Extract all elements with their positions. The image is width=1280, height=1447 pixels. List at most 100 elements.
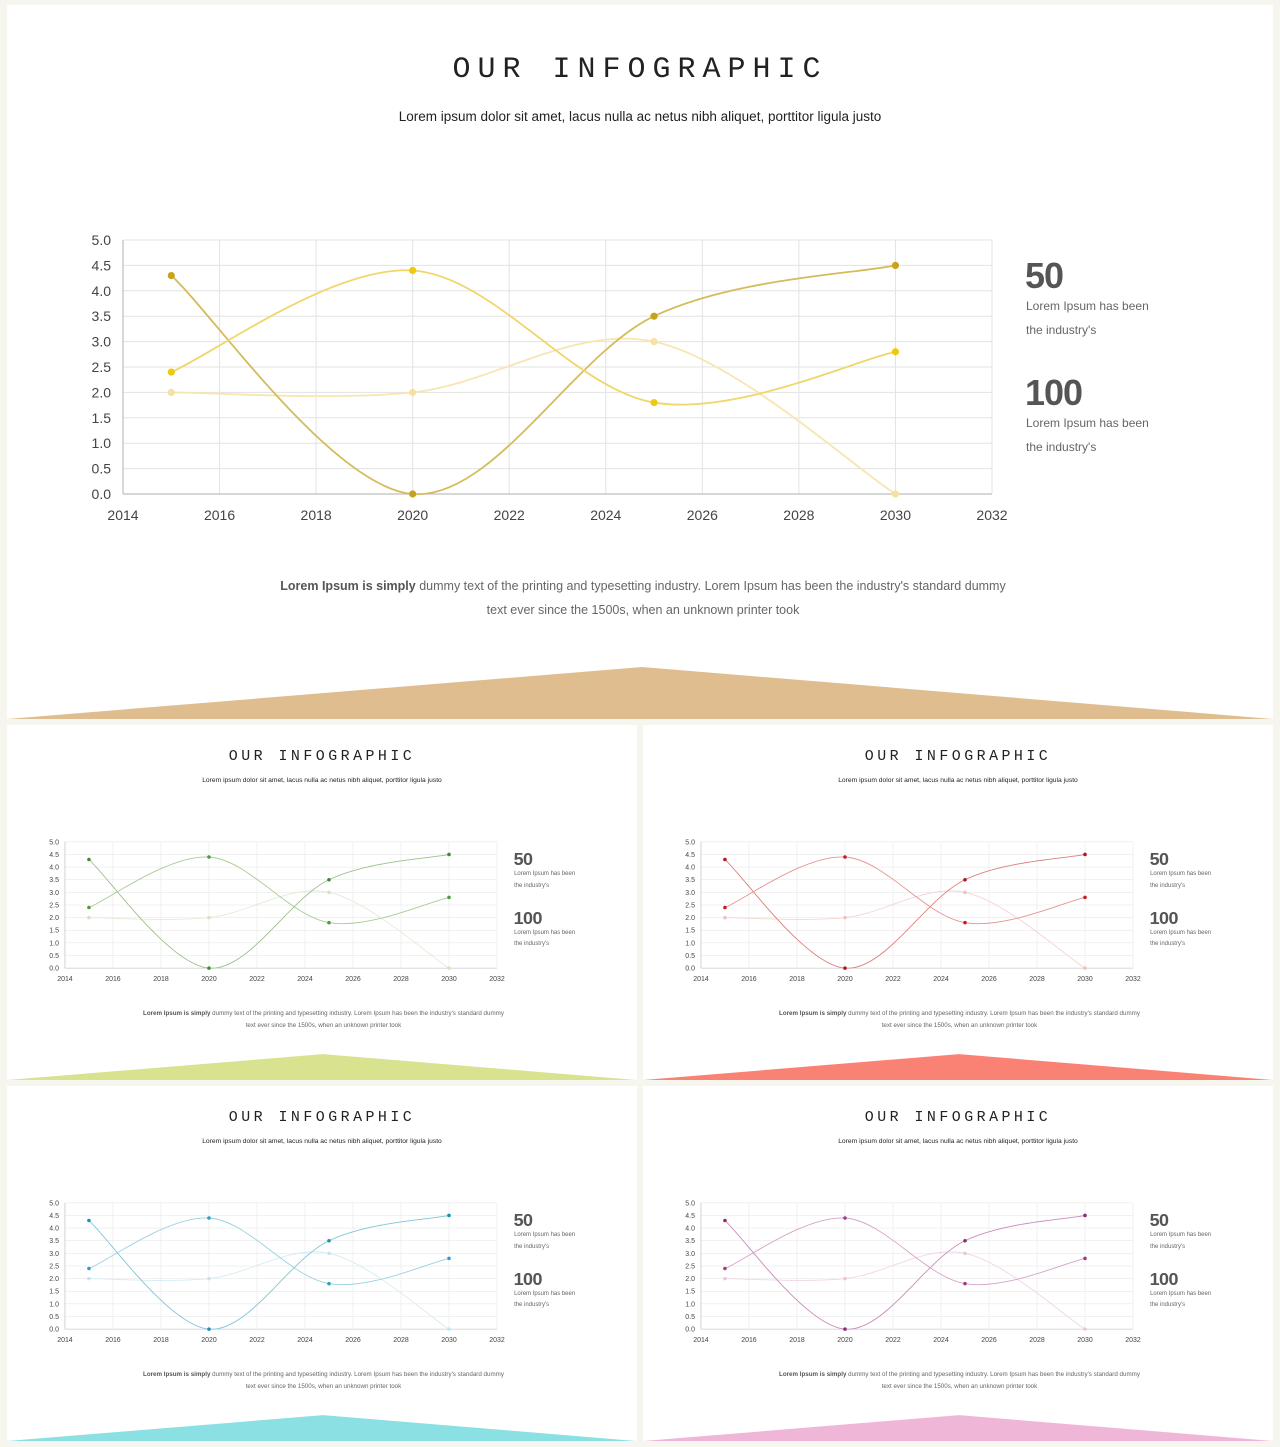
y-tick-label: 2.5	[685, 902, 695, 909]
line-chart: 2014 2016 2018 2020 2022 2024 2026 2028 2030 2032…	[685, 839, 1141, 983]
y-tick-label: 0.0	[685, 966, 695, 973]
stat-description-line2: the industry's	[1026, 440, 1097, 454]
series-line-3	[724, 890, 1086, 969]
series-2-point	[843, 855, 847, 859]
x-tick-label: 2032	[489, 1337, 505, 1344]
stat-description-line1: Lorem Ipsum has been	[514, 871, 576, 878]
slide-subtitle: Lorem ipsum dolor sit amet, lacus nulla …	[838, 1137, 1078, 1145]
y-tick-label: 1.0	[49, 940, 59, 947]
slide-red[interactable]: 2014 2016 2018 2020 2022 2024 2026 2028 2030 2032…	[643, 725, 1273, 1080]
y-tick-label: 2.5	[685, 1263, 695, 1270]
stat-description-line1: Lorem Ipsum has been	[514, 929, 576, 936]
stat-description-line2: the industry's	[1150, 1244, 1186, 1251]
x-tick-label: 2024	[933, 1337, 949, 1344]
bottom-accent-shape	[643, 1054, 1273, 1080]
x-tick-label: 2022	[494, 507, 525, 523]
slide-green[interactable]: 2014 2016 2018 2020 2022 2024 2026 2028 2030 2032…	[7, 725, 637, 1080]
slide-blue[interactable]: 2014 2016 2018 2020 2022 2024 2026 2028 2030 2032…	[7, 1086, 637, 1441]
series-1-point	[447, 1213, 451, 1218]
series-1-point	[207, 966, 211, 970]
stat-value-50: 50	[1149, 1210, 1169, 1231]
series-1-point	[843, 966, 847, 970]
stat-description-line1: Lorem Ipsum has been	[1026, 416, 1149, 430]
x-tick-label: 2022	[885, 1337, 901, 1344]
y-tick-label: 3.5	[49, 877, 59, 884]
x-tick-label: 2018	[789, 1337, 805, 1344]
x-tick-label: 2020	[201, 1337, 217, 1344]
slide-gold[interactable]: 2014 2016 2018 2020 2022 2024 2026 2028 2030 2032…	[7, 5, 1273, 719]
stat-value-50: 50	[1149, 849, 1169, 870]
stat-value-100: 100	[513, 1268, 543, 1289]
series-1-point	[891, 261, 900, 269]
x-tick-label: 2014	[57, 1337, 73, 1344]
x-tick-label: 2016	[204, 507, 235, 523]
y-tick-label: 3.5	[685, 1238, 695, 1245]
line-chart: 2014 2016 2018 2020 2022 2024 2026 2028 2030 2032…	[49, 1200, 505, 1344]
body-text: Lorem Ipsum is simply dummy text of the …	[718, 1369, 1202, 1393]
body-text-line1: dummy text of the printing and typesetti…	[212, 1371, 504, 1379]
line-chart: 2014 2016 2018 2020 2022 2024 2026 2028 2030 2032…	[685, 1200, 1141, 1344]
x-tick-label: 2022	[885, 976, 901, 983]
series-1-point	[963, 1238, 967, 1243]
stat-description-line1: Lorem Ipsum has been	[514, 1232, 576, 1239]
x-tick-label: 2032	[1125, 976, 1141, 983]
stat-description-line1: Lorem Ipsum has been	[1150, 929, 1212, 936]
series-2-point	[963, 920, 967, 925]
slide-subtitle: Lorem ipsum dolor sit amet, lacus nulla …	[838, 776, 1078, 784]
x-tick-label: 2014	[107, 507, 138, 523]
slide-graphics: 2014 2016 2018 2020 2022 2024 2026 2028 2030 2032…	[7, 839, 637, 1080]
series-1-point	[1083, 1213, 1087, 1218]
stat-value-50: 50	[1025, 255, 1064, 296]
series-1-point	[650, 312, 658, 320]
series-line-2	[724, 856, 1086, 925]
x-tick-label: 2030	[1077, 1337, 1093, 1344]
y-tick-label: 5.0	[92, 232, 112, 248]
y-tick-label: 2.0	[685, 1276, 695, 1283]
series-1-point	[723, 1218, 727, 1223]
slide-title: OUR INFOGRAPHIC	[864, 748, 1052, 765]
stat-description-line2: the industry's	[514, 883, 550, 890]
stat-description-line1: Lorem Ipsum has been	[1150, 1290, 1212, 1297]
body-line-1: Lorem Ipsum is simply dummy text of the …	[82, 1369, 566, 1381]
stat-description-line2: the industry's	[1150, 941, 1186, 948]
body-bold-text: Lorem Ipsum is simply	[779, 1371, 847, 1379]
y-tick-label: 2.5	[92, 359, 112, 375]
series-2-point	[447, 1256, 451, 1261]
x-tick-label: 2026	[981, 1337, 997, 1344]
series-3-point	[409, 388, 417, 396]
x-tick-label: 2018	[153, 1337, 169, 1344]
slide-subtitle: Lorem ipsum dolor sit amet, lacus nulla …	[398, 109, 882, 124]
stat-description-line1: Lorem Ipsum has been	[1150, 871, 1212, 878]
slide-graphics: 2014 2016 2018 2020 2022 2024 2026 2028 2030 2032…	[7, 1200, 637, 1441]
x-tick-label: 2016	[741, 1337, 757, 1344]
series-line-1	[88, 1215, 450, 1330]
y-tick-label: 2.0	[92, 384, 112, 400]
y-tick-label: 0.0	[49, 966, 59, 973]
series-2-point	[963, 1281, 967, 1286]
series-3-point	[447, 1327, 451, 1331]
x-tick-label: 2028	[1029, 1337, 1045, 1344]
slide-purple[interactable]: 2014 2016 2018 2020 2022 2024 2026 2028 2030 2032…	[643, 1086, 1273, 1441]
y-tick-label: 3.5	[685, 877, 695, 884]
x-tick-label: 2020	[201, 976, 217, 983]
series-3-point	[1083, 966, 1087, 970]
y-tick-label: 0.5	[49, 1314, 59, 1321]
series-line-1	[724, 854, 1086, 969]
y-tick-label: 1.5	[685, 928, 695, 935]
y-tick-label: 3.5	[92, 308, 112, 324]
series-3-point	[87, 915, 91, 920]
y-tick-label: 2.0	[49, 1276, 59, 1283]
y-tick-label: 5.0	[49, 839, 59, 846]
y-tick-label: 0.5	[49, 953, 59, 960]
y-tick-label: 1.0	[685, 940, 695, 947]
series-2-point	[327, 920, 331, 925]
slide-subtitle: Lorem ipsum dolor sit amet, lacus nulla …	[202, 1137, 442, 1145]
y-tick-label: 5.0	[685, 1200, 695, 1207]
stat-description-line2: the industry's	[514, 941, 550, 948]
y-tick-label: 5.0	[49, 1200, 59, 1207]
slide-graphics: 2014 2016 2018 2020 2022 2024 2026 2028 2030 2032…	[643, 839, 1273, 1080]
body-text: Lorem Ipsum is simply dummy text of the …	[82, 1008, 566, 1032]
x-tick-label: 2028	[393, 976, 409, 983]
bottom-accent-shape	[7, 667, 1273, 719]
series-3-point	[447, 966, 451, 970]
